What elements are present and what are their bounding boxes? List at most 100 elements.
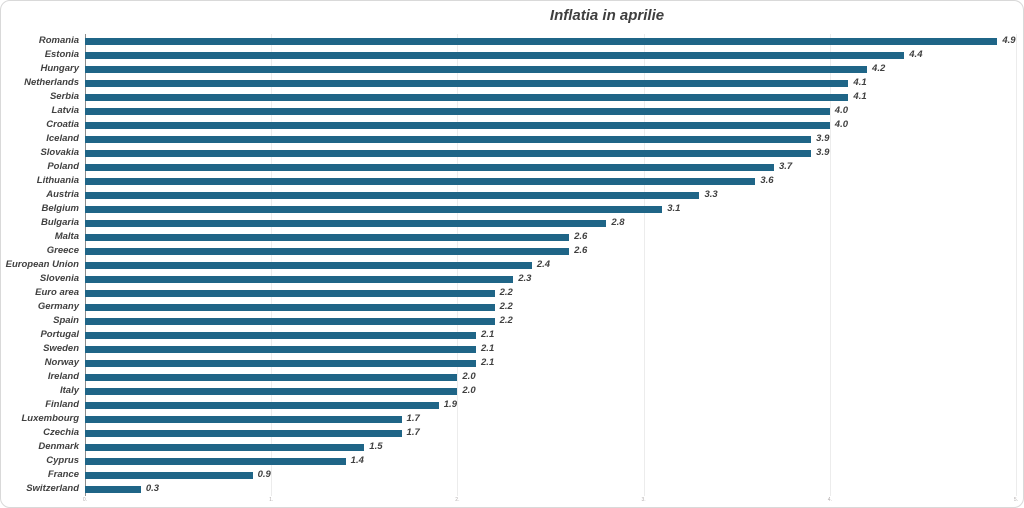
bar-denmark [85, 443, 365, 451]
category-labels: Romania Estonia Hungary Netherlands Serbia La… [1, 34, 79, 496]
value-label: 2.8 [611, 217, 625, 228]
category-label-belgium: Belgium [41, 203, 79, 214]
bar-row: 4.4 [85, 48, 1016, 62]
bar-row: 1.7 [85, 412, 1016, 426]
bar-greece [85, 247, 570, 255]
category-label-slovakia: Slovakia [40, 147, 79, 158]
bar-france [85, 471, 253, 479]
bar-row: 0.3 [85, 482, 1016, 496]
bar-european-union [85, 261, 532, 269]
bar-row: 1.9 [85, 398, 1016, 412]
category-label-bulgaria: Bulgaria [40, 217, 79, 228]
bar-row: 1.4 [85, 454, 1016, 468]
x-gridline [1016, 34, 1017, 496]
bar-row: 2.4 [85, 258, 1016, 272]
category-label-croatia: Croatia [46, 119, 79, 130]
bar-portugal [85, 331, 477, 339]
value-label: 3.7 [778, 161, 793, 172]
category-label-italy: Italy [59, 385, 79, 396]
category-label-denmark: Denmark [38, 441, 79, 452]
value-label: 3.1 [667, 203, 681, 214]
bar-row: 4.0 [85, 104, 1016, 118]
chart-title: Inflatia in aprilie [549, 7, 665, 24]
bar-row: 2.2 [85, 286, 1016, 300]
plot-area: 4.9 4.4 4.2 4.1 4.1 4.0 4.0 3.9 3.9 3.7 3.6 3.3 3.1 2… [85, 34, 1017, 496]
bar-row: 2.3 [85, 272, 1016, 286]
bar-row: 0.9 [85, 468, 1016, 482]
value-label: 2.3 [518, 273, 532, 284]
value-label: 4.0 [834, 119, 849, 130]
value-label: 2.2 [499, 287, 513, 298]
category-label-france: France [47, 469, 79, 480]
bar-row: 2.2 [85, 314, 1016, 328]
category-label-finland: Finland [45, 399, 79, 410]
bar-ireland [85, 373, 458, 381]
x-tick-label: 2. [455, 497, 460, 503]
value-label: 4.4 [909, 49, 923, 60]
x-tick-label: 1. [269, 497, 274, 503]
bar-lithuania [85, 177, 756, 185]
bar-serbia [85, 93, 849, 101]
category-label-slovenia: Slovenia [39, 273, 79, 284]
value-label: 2.0 [462, 371, 476, 382]
category-label-latvia: Latvia [51, 105, 79, 116]
bar-row: 2.1 [85, 328, 1016, 342]
bar-row: 4.0 [85, 118, 1016, 132]
value-label: 1.7 [406, 427, 420, 438]
value-label: 1.5 [369, 441, 383, 452]
bars-layer: 4.9 4.4 4.2 4.1 4.1 4.0 4.0 3.9 3.9 3.7 3.6 3.3 3.1 2… [85, 34, 1016, 496]
value-label: 1.9 [443, 399, 457, 410]
bar-row: 3.7 [85, 160, 1016, 174]
bar-cyprus [85, 457, 346, 465]
bar-slovenia [85, 275, 514, 283]
x-axis-ticks: 0. 1. 2. 3. 4. 5. [83, 497, 1018, 507]
x-gridline [829, 34, 831, 496]
value-label: 0.9 [257, 469, 271, 480]
bar-row: 4.1 [85, 90, 1016, 104]
bar-finland [85, 401, 439, 409]
bar-germany [85, 303, 495, 311]
category-label-greece: Greece [46, 245, 79, 256]
bar-poland [85, 163, 774, 171]
value-label: 2.1 [481, 329, 495, 340]
value-label: 4.0 [834, 105, 849, 116]
bar-hungary [85, 65, 868, 73]
bar-iceland [85, 135, 812, 143]
value-label: 2.6 [574, 231, 588, 242]
bar-row: 2.1 [85, 356, 1016, 370]
category-label-malta: Malta [54, 231, 79, 242]
category-label-austria: Austria [46, 189, 79, 200]
bar-belgium [85, 205, 663, 213]
bar-row: 4.1 [85, 76, 1016, 90]
value-label: 1.4 [350, 455, 364, 466]
value-label: 4.1 [853, 91, 867, 102]
value-label: 2.4 [536, 259, 551, 270]
value-label: 2.2 [499, 301, 513, 312]
bar-euro-area [85, 289, 495, 297]
value-label: 2.1 [481, 343, 495, 354]
value-label: 4.1 [853, 77, 867, 88]
bar-czechia [85, 429, 402, 437]
category-label-serbia: Serbia [49, 91, 79, 102]
bar-row: 2.6 [85, 230, 1016, 244]
bar-italy [85, 387, 458, 395]
bar-latvia [85, 107, 830, 115]
category-label-spain: Spain [53, 315, 79, 326]
category-label-switzerland: Switzerland [26, 483, 79, 494]
bar-croatia [85, 121, 830, 129]
category-label-cyprus: Cyprus [46, 455, 79, 466]
x-gridline [643, 34, 645, 496]
bar-row: 2.8 [85, 216, 1016, 230]
category-label-germany: Germany [37, 301, 79, 312]
bar-austria [85, 191, 700, 199]
value-label: 2.6 [574, 245, 588, 256]
bar-row: 2.2 [85, 300, 1016, 314]
bar-row: 2.6 [85, 244, 1016, 258]
category-label-romania: Romania [38, 35, 79, 46]
bar-row: 1.5 [85, 440, 1016, 454]
bar-slovakia [85, 149, 812, 157]
bar-row: 3.9 [85, 132, 1016, 146]
value-label: 1.7 [406, 413, 420, 424]
category-label-ireland: Ireland [47, 371, 79, 382]
